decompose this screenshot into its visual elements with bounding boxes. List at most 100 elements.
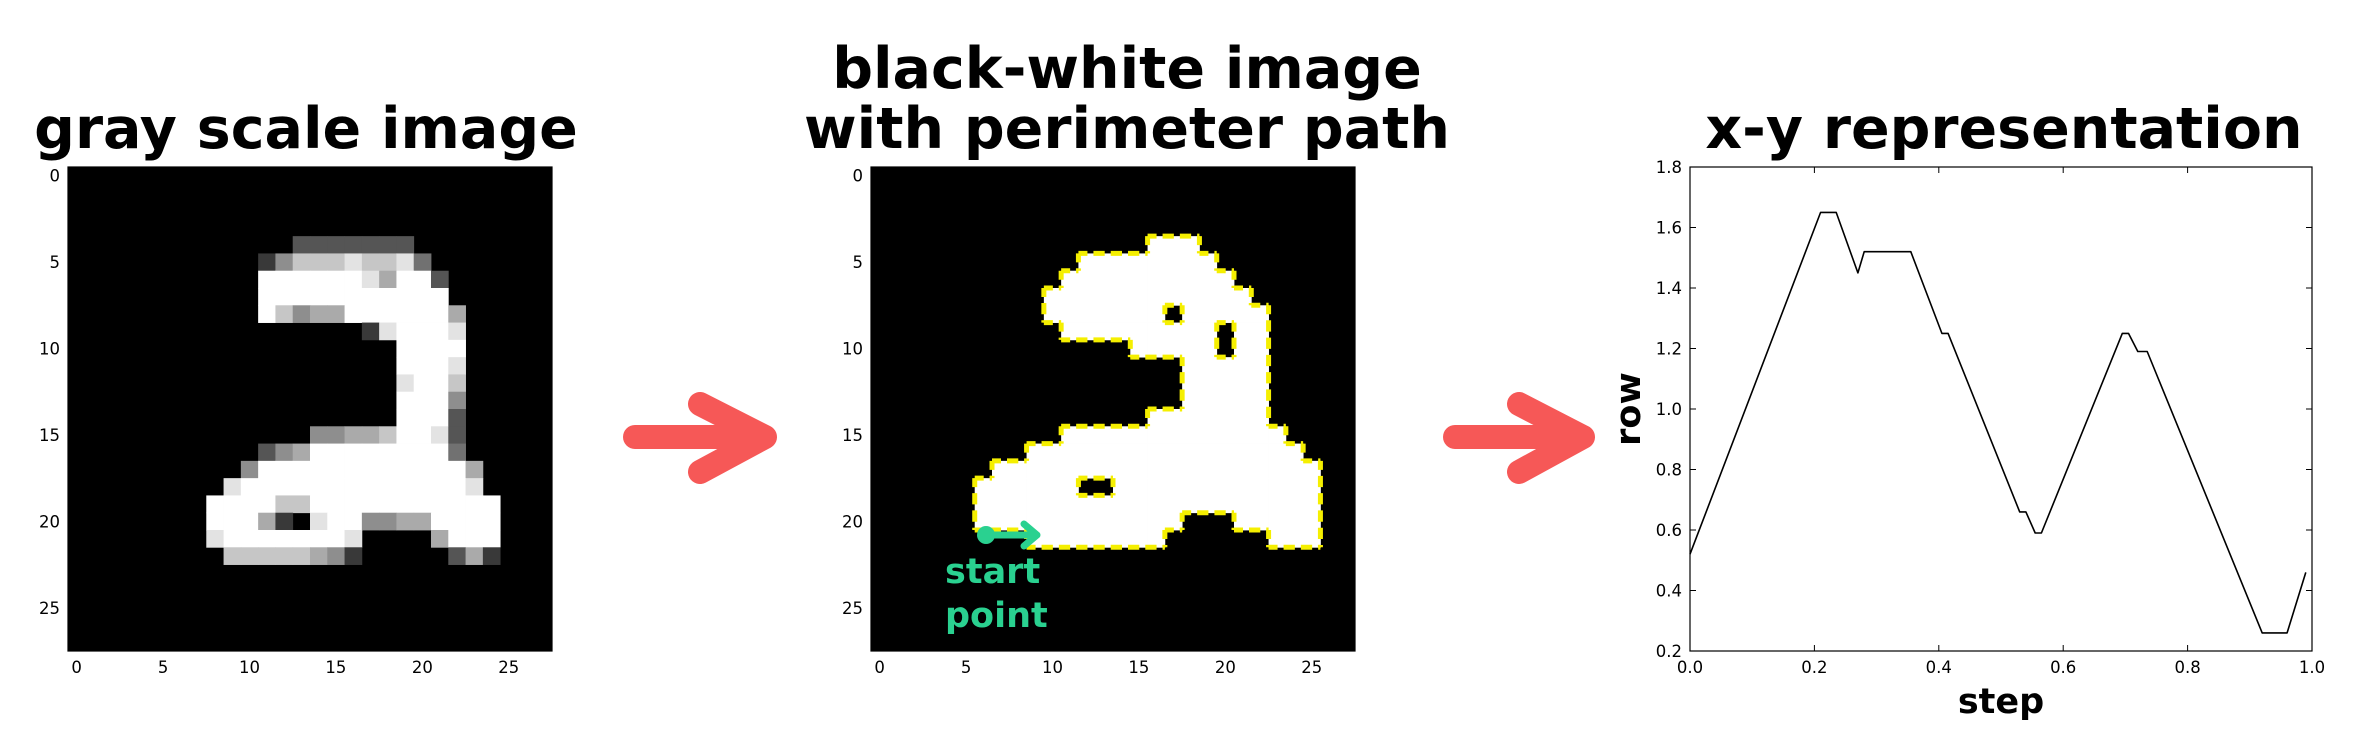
pixel xyxy=(258,253,276,272)
start-point-label-line2: point xyxy=(945,596,1048,636)
pixel xyxy=(240,512,259,531)
pixel xyxy=(1234,443,1252,462)
pixel xyxy=(1182,288,1200,306)
pixel xyxy=(1026,460,1045,479)
pixel xyxy=(1043,288,1062,306)
start-point-marker xyxy=(977,520,1041,550)
pixel xyxy=(1216,374,1235,393)
pixel xyxy=(1268,426,1287,444)
pixel xyxy=(1095,305,1114,323)
pixel xyxy=(1078,443,1097,462)
pixel xyxy=(258,495,276,514)
pixel xyxy=(1182,374,1200,393)
pixel xyxy=(1199,443,1218,462)
pixel xyxy=(258,270,276,289)
pixel xyxy=(396,357,415,375)
pixel xyxy=(1251,443,1269,462)
pixel xyxy=(1234,305,1252,323)
pixel xyxy=(327,288,345,306)
x-tick-label: 20 xyxy=(412,658,433,677)
pixel xyxy=(396,460,415,479)
pixel xyxy=(465,530,484,548)
pixel xyxy=(1182,460,1200,479)
gray-y-axis: 0 5 10 15 20 25 xyxy=(39,167,73,618)
y-tick-label: 1.6 xyxy=(1656,219,1682,238)
pixel xyxy=(1234,288,1252,306)
pixel xyxy=(361,270,380,289)
pixel xyxy=(1182,391,1200,410)
pixel xyxy=(327,236,345,254)
series-line xyxy=(1689,211,2307,634)
pixel xyxy=(1130,478,1148,496)
pixel xyxy=(396,339,415,358)
pixel xyxy=(1251,339,1269,358)
pixel xyxy=(1061,426,1079,444)
pixel xyxy=(240,460,259,479)
y-tick-label: 5 xyxy=(50,253,61,272)
pixel xyxy=(448,426,466,444)
pixel xyxy=(1061,530,1079,548)
pixel xyxy=(310,478,328,496)
pixel xyxy=(1078,288,1097,306)
pixel xyxy=(1268,512,1287,531)
pixel xyxy=(1216,460,1235,479)
pixel xyxy=(396,305,415,323)
y-tick-label: 5 xyxy=(853,253,864,272)
pixel xyxy=(1164,478,1183,496)
pixel xyxy=(396,495,415,514)
pixel xyxy=(1199,409,1218,427)
pixel xyxy=(379,288,397,306)
pixel xyxy=(1234,374,1252,393)
pixel xyxy=(1182,409,1200,427)
pixel xyxy=(1216,478,1235,496)
pixel xyxy=(310,253,328,272)
xy-panel-title: x-y representation xyxy=(1705,96,2302,162)
y-tick-label: 1.4 xyxy=(1656,279,1682,298)
pixel xyxy=(361,288,380,306)
pixel xyxy=(361,253,380,272)
pixel xyxy=(974,495,993,514)
pixel xyxy=(1130,270,1148,289)
pixel xyxy=(1199,478,1218,496)
pixel xyxy=(1095,253,1114,272)
pixel xyxy=(223,478,242,496)
pixel xyxy=(1251,409,1269,427)
pixel xyxy=(223,495,242,514)
pixel xyxy=(1303,512,1321,531)
pixel xyxy=(206,495,224,514)
pixel xyxy=(413,495,432,514)
pixel xyxy=(1147,305,1166,323)
pixel xyxy=(310,443,328,462)
pixel xyxy=(413,374,432,393)
pixel xyxy=(1130,339,1148,358)
pixel xyxy=(1130,288,1148,306)
pixel xyxy=(1182,357,1200,375)
pixel xyxy=(1234,339,1252,358)
pixel xyxy=(482,547,501,565)
pixel xyxy=(431,443,449,462)
pixel xyxy=(1216,495,1235,514)
pixel xyxy=(1078,270,1097,289)
pixel xyxy=(292,530,311,548)
xy-axes: 0.0 0.2 0.4 0.6 0.8 1.00.20.40.60.81.01.21.41… xyxy=(1656,158,2325,677)
pixel xyxy=(1113,305,1131,323)
start-point-label-line1: start xyxy=(945,552,1040,592)
pixel xyxy=(310,460,328,479)
pixel xyxy=(1078,495,1097,514)
pixel xyxy=(379,305,397,323)
y-tick-label: 1.0 xyxy=(1656,400,1682,419)
pixel xyxy=(413,305,432,323)
pixel xyxy=(1061,495,1079,514)
pixel xyxy=(1199,305,1218,323)
pixel xyxy=(431,426,449,444)
pixel xyxy=(1095,288,1114,306)
pixel xyxy=(292,547,311,565)
pixel xyxy=(1216,426,1235,444)
pixel xyxy=(275,460,294,479)
pixel xyxy=(379,270,397,289)
pixel xyxy=(1251,374,1269,393)
pixel xyxy=(206,512,224,531)
pixel xyxy=(1251,305,1269,323)
pixel xyxy=(240,530,259,548)
pixel xyxy=(1095,512,1114,531)
